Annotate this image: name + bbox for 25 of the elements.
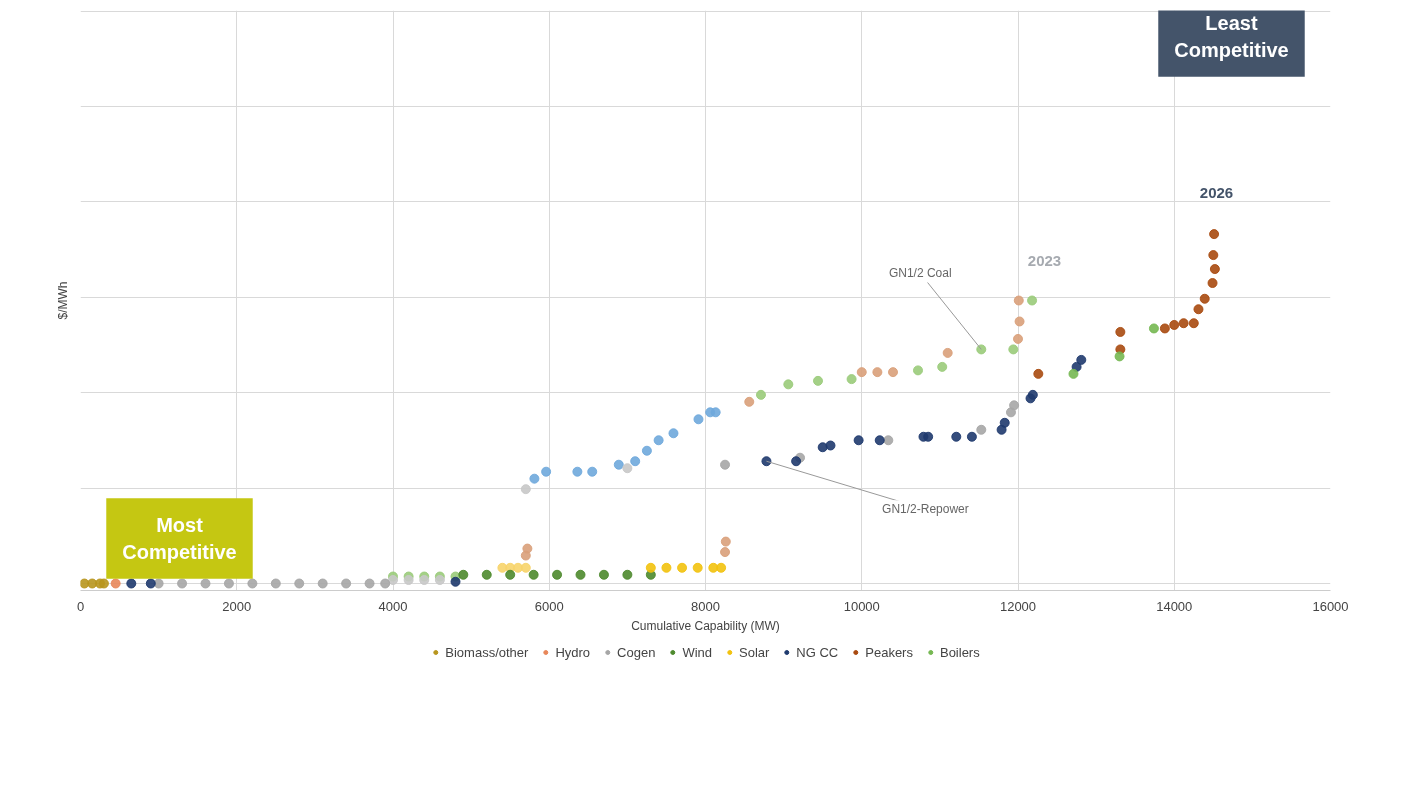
legend-label: Hydro <box>555 644 591 660</box>
legend-label: NG CC <box>796 644 839 660</box>
legend-label: Cogen <box>617 644 656 660</box>
annotation: GN1/2 Coal <box>888 266 952 281</box>
text: 2026 <box>1199 183 1234 201</box>
x-tick-label: 14000 <box>1156 598 1193 614</box>
legend-label: Biomass/other <box>445 644 529 660</box>
y-axis-title: $/MWh <box>55 281 70 320</box>
x-tick-label: 2000 <box>222 598 252 614</box>
x-tick-label: 8000 <box>691 598 720 614</box>
x-tick-label: 12000 <box>999 598 1037 614</box>
legend-label: Wind <box>682 644 713 660</box>
legend-label: Boilers <box>939 644 980 660</box>
text: Least Competitive <box>1174 12 1289 61</box>
x-tick-label: 4000 <box>378 598 408 614</box>
x-tick-label: 0 <box>76 598 85 614</box>
legend-label: Peakers <box>865 644 913 660</box>
x-tick-label: 6000 <box>534 598 564 614</box>
legend-label: Solar <box>739 644 770 660</box>
x-axis-title: Cumulative Capability (MW) <box>631 618 780 633</box>
annotation: 2023 <box>1027 251 1062 269</box>
annotation: GN1/2-Repower <box>882 502 969 517</box>
x-tick-label: 16000 <box>1312 598 1349 614</box>
x-tick-label: 10000 <box>843 598 880 614</box>
annotation: Most Competitive <box>122 514 237 563</box>
